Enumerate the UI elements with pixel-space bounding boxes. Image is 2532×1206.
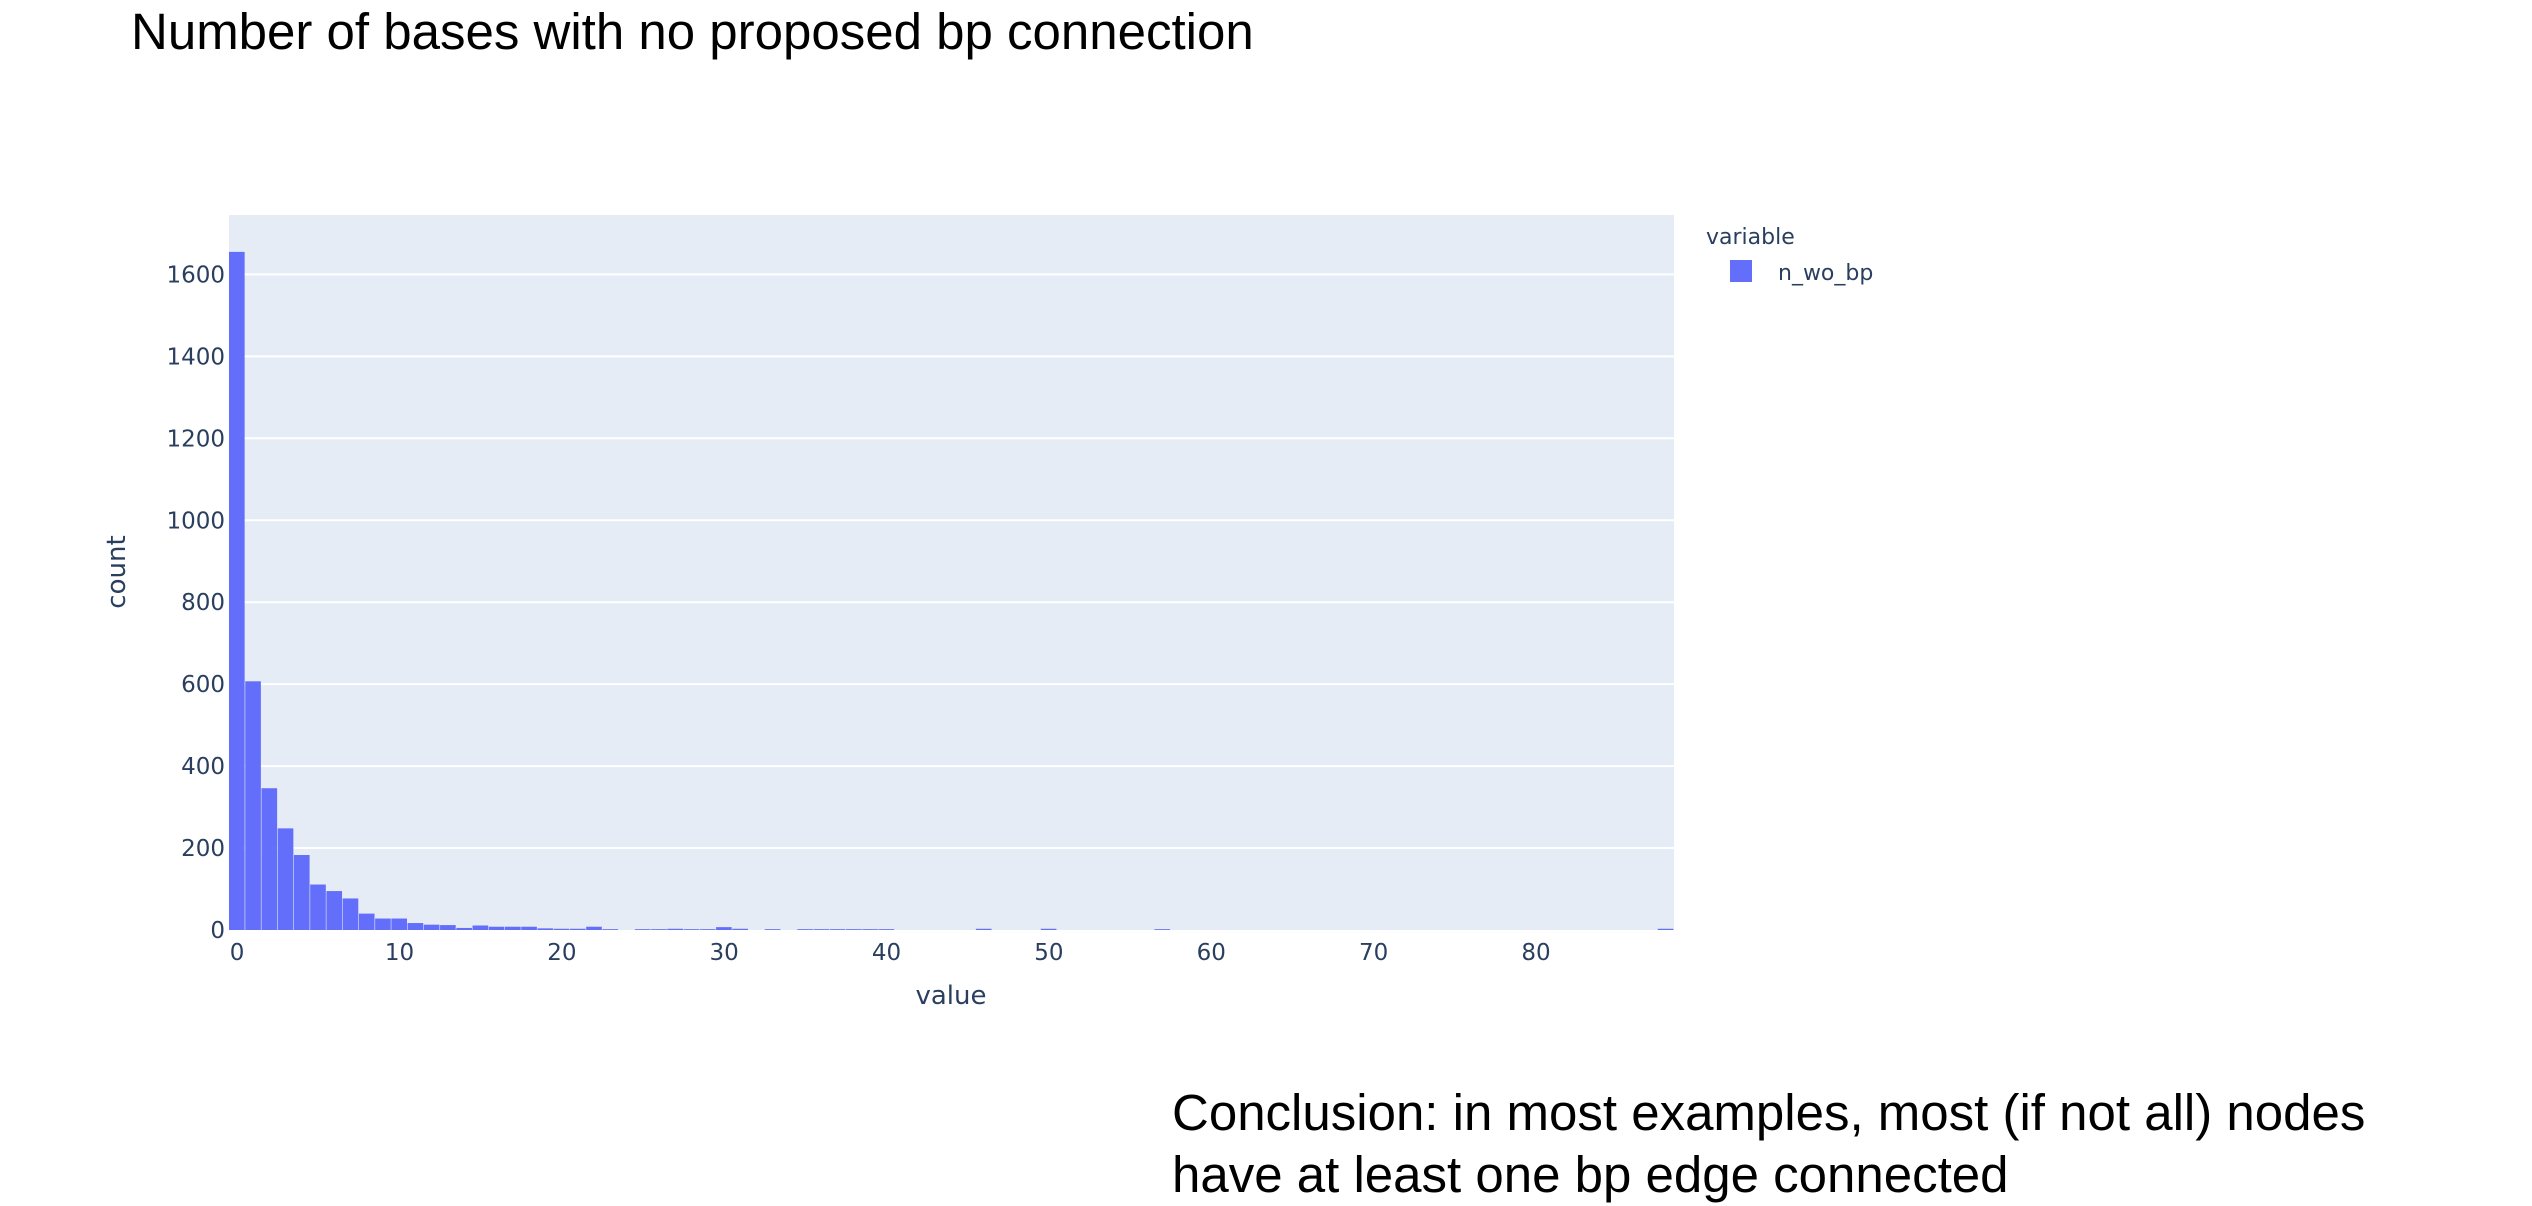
histogram-bar[interactable] bbox=[683, 929, 700, 930]
histogram-bar[interactable] bbox=[488, 926, 505, 930]
histogram-bar[interactable] bbox=[602, 929, 619, 930]
histogram-bar[interactable] bbox=[1040, 928, 1057, 930]
histogram-bar[interactable] bbox=[732, 928, 748, 930]
y-tick-label: 200 bbox=[181, 836, 225, 862]
histogram-bar[interactable] bbox=[797, 929, 813, 930]
histogram-bar[interactable] bbox=[521, 926, 537, 930]
x-tick-label: 40 bbox=[872, 940, 901, 966]
histogram-bar[interactable] bbox=[1154, 929, 1171, 930]
x-tick-label: 80 bbox=[1521, 940, 1550, 966]
y-tick-label: 600 bbox=[181, 672, 225, 698]
histogram-bar[interactable] bbox=[375, 918, 391, 930]
conclusion-line: have at least one bp edge connected bbox=[1172, 1146, 2009, 1203]
x-tick-label: 60 bbox=[1197, 940, 1226, 966]
x-tick-label: 50 bbox=[1034, 940, 1063, 966]
histogram-bar[interactable] bbox=[407, 923, 424, 930]
histogram-bar[interactable] bbox=[391, 918, 407, 930]
histogram-bar[interactable] bbox=[505, 926, 521, 930]
y-axis-title: count bbox=[102, 535, 132, 608]
histogram-bar[interactable] bbox=[1657, 928, 1674, 930]
histogram-bar[interactable] bbox=[293, 855, 310, 930]
legend-swatch[interactable] bbox=[1730, 260, 1752, 282]
y-gridlines bbox=[229, 273, 1674, 850]
legend-title: variable bbox=[1706, 225, 1795, 250]
histogram-bar[interactable] bbox=[634, 929, 651, 930]
histogram-bar[interactable] bbox=[651, 929, 667, 930]
y-tick-label: 1600 bbox=[166, 262, 225, 288]
slide-title: Number of bases with no proposed bp conn… bbox=[131, 3, 1254, 60]
histogram-bar[interactable] bbox=[553, 928, 570, 930]
x-axis-title: value bbox=[915, 981, 986, 1011]
y-axis-ticks: 0 200 400 600 800 1000 1200 1400 1600 bbox=[166, 262, 225, 944]
histogram-bar[interactable] bbox=[440, 925, 456, 930]
histogram-bar[interactable] bbox=[229, 251, 245, 931]
conclusion-line: Conclusion: in most examples, most (if n… bbox=[1172, 1084, 2366, 1141]
histogram-bar[interactable] bbox=[716, 927, 732, 930]
histogram-bar[interactable] bbox=[667, 928, 684, 930]
histogram-bar[interactable] bbox=[423, 924, 440, 930]
histogram-bar[interactable] bbox=[326, 891, 343, 930]
x-tick-label: 70 bbox=[1359, 940, 1388, 966]
x-tick-label: 30 bbox=[710, 940, 739, 966]
x-tick-label: 20 bbox=[547, 940, 576, 966]
histogram-bar[interactable] bbox=[358, 913, 375, 930]
histogram-bar[interactable] bbox=[245, 681, 261, 930]
histogram-bar[interactable] bbox=[569, 928, 586, 930]
y-tick-label: 400 bbox=[181, 754, 225, 780]
histogram-bar[interactable] bbox=[277, 828, 294, 930]
histogram-bars[interactable] bbox=[229, 251, 1674, 931]
x-tick-label: 0 bbox=[230, 940, 245, 966]
histogram-bar[interactable] bbox=[456, 927, 472, 930]
histogram-bar[interactable] bbox=[310, 884, 326, 930]
plot-background bbox=[229, 215, 1674, 930]
y-tick-label: 1400 bbox=[166, 344, 225, 370]
conclusion-text: Conclusion: in most examples, most (if n… bbox=[1172, 1082, 2365, 1206]
y-tick-label: 0 bbox=[210, 918, 225, 944]
x-tick-label: 10 bbox=[385, 940, 414, 966]
y-tick-label: 1000 bbox=[166, 508, 225, 534]
histogram-bar[interactable] bbox=[878, 929, 895, 930]
y-tick-label: 1200 bbox=[166, 426, 225, 452]
histogram-bar[interactable] bbox=[975, 928, 992, 930]
legend[interactable]: variable n_wo_bp bbox=[1706, 225, 1873, 286]
histogram-bar[interactable] bbox=[845, 929, 862, 930]
histogram-bar[interactable] bbox=[472, 925, 489, 930]
histogram-bar[interactable] bbox=[586, 926, 602, 930]
y-tick-label: 800 bbox=[181, 590, 225, 616]
histogram-bar[interactable] bbox=[764, 929, 781, 930]
histogram-bar[interactable] bbox=[537, 928, 554, 930]
histogram-bar[interactable] bbox=[261, 788, 278, 930]
histogram-bar[interactable] bbox=[699, 929, 716, 930]
x-axis-ticks: 0 10 20 30 40 50 60 70 80 bbox=[230, 940, 1551, 966]
histogram-bar[interactable] bbox=[862, 929, 878, 930]
legend-entry-label[interactable]: n_wo_bp bbox=[1778, 261, 1873, 286]
legend-items[interactable]: n_wo_bp bbox=[1730, 260, 1873, 286]
histogram-bar[interactable] bbox=[829, 929, 846, 930]
histogram-bar[interactable] bbox=[342, 898, 359, 930]
histogram-bar[interactable] bbox=[813, 929, 830, 930]
